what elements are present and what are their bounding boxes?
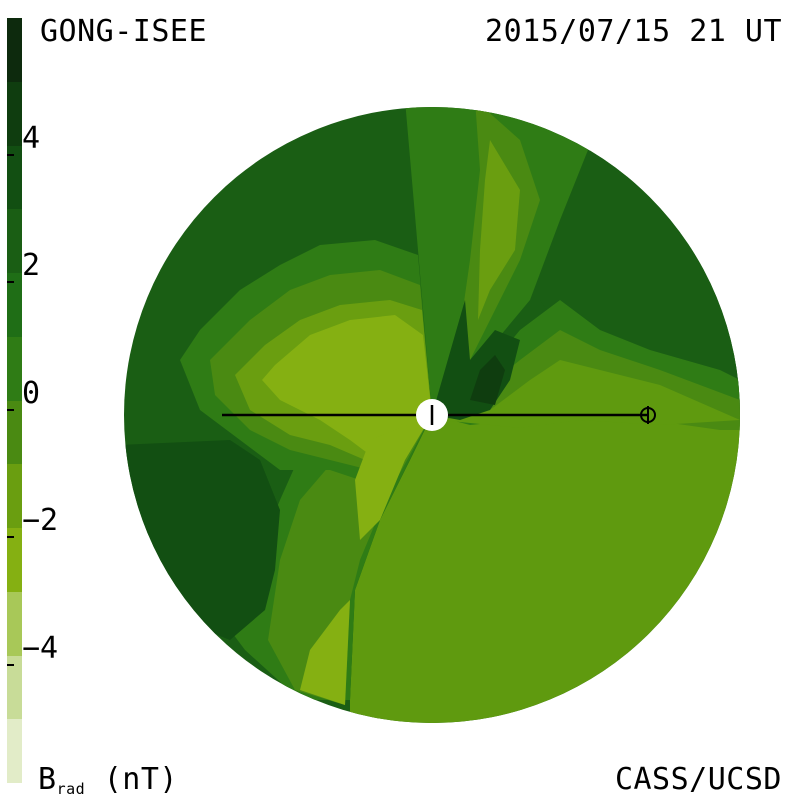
timestamp-label: 2015/07/15 21 UT xyxy=(485,14,782,49)
source-label: GONG-ISEE xyxy=(40,14,208,49)
colorbar-segment xyxy=(7,81,22,146)
contour-tongue-lower xyxy=(355,415,432,540)
colorbar-segment xyxy=(7,400,22,465)
field-contours xyxy=(124,107,740,723)
contour-negative-main xyxy=(350,415,740,723)
colorbar-unit-label: Brad (nT) xyxy=(38,762,178,798)
colorbar-segment xyxy=(7,145,22,210)
colorbar xyxy=(7,18,22,783)
colorbar-tick-mark xyxy=(7,663,14,666)
contour-top-wedge-core xyxy=(478,140,520,320)
colorbar-segment xyxy=(7,209,22,273)
colorbar-tick-label: 2 xyxy=(22,248,41,283)
contour-center-darkest xyxy=(470,355,505,405)
colorbar-tick-mark xyxy=(7,536,14,538)
colorbar-tick-mark xyxy=(7,153,14,156)
contour-left-dark xyxy=(124,440,280,640)
colorbar-segment xyxy=(7,18,22,82)
colorbar-tick-label: −2 xyxy=(22,503,59,538)
colorbar-tick-label: 0 xyxy=(22,375,41,411)
colorbar-tick-label: 4 xyxy=(22,120,41,156)
colorbar-segment xyxy=(7,336,22,401)
colorbar-segment xyxy=(7,719,22,783)
colorbar-segment xyxy=(7,464,22,528)
colorbar-tick-label: −4 xyxy=(22,630,59,666)
contour-tongue-core xyxy=(262,315,432,455)
credit-label: CASS/UCSD xyxy=(614,762,782,797)
contour-right-band-core xyxy=(440,360,740,428)
colorbar-segment xyxy=(7,591,22,656)
colorbar-segment xyxy=(7,273,22,337)
colorbar-segment xyxy=(7,528,22,592)
quantity-symbol: B xyxy=(38,762,57,797)
earth-icon xyxy=(640,406,656,424)
quantity-subscript: rad xyxy=(56,780,86,798)
colorbar-tick-mark xyxy=(7,281,14,283)
contour-band-lower-3 xyxy=(300,600,350,705)
colorbar-tick-mark xyxy=(7,408,14,411)
colorbar-segment xyxy=(7,655,22,720)
unit-text: (nT) xyxy=(103,762,178,797)
